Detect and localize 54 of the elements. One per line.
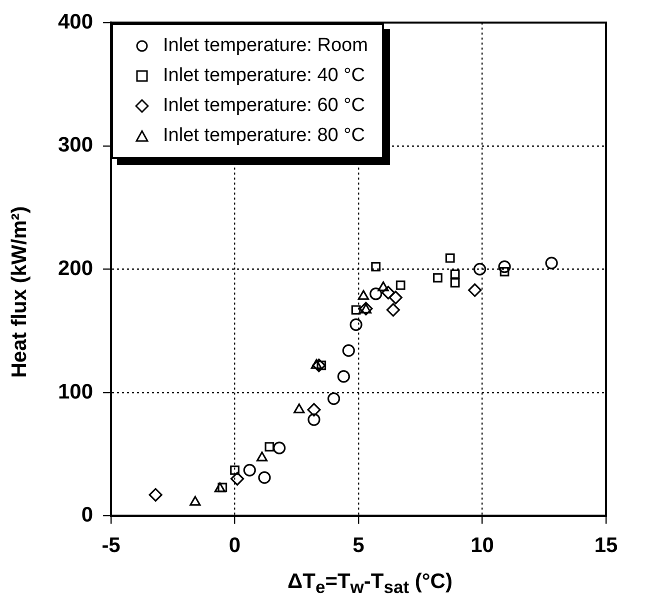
y-tick-label: 100 xyxy=(58,380,94,404)
point xyxy=(358,290,370,300)
y-tick-label: 0 xyxy=(81,504,94,527)
point xyxy=(396,280,406,290)
point xyxy=(256,452,268,462)
point xyxy=(214,482,226,492)
legend-label: Inlet temperature: 80 °C xyxy=(163,124,365,147)
point xyxy=(230,465,240,475)
point xyxy=(450,269,460,279)
point xyxy=(388,290,402,304)
x-tick-label: -5 xyxy=(102,534,121,558)
point xyxy=(218,482,228,492)
point xyxy=(433,273,442,283)
point xyxy=(381,286,396,300)
point xyxy=(350,318,362,331)
point xyxy=(500,266,510,276)
point xyxy=(386,303,400,317)
point xyxy=(337,370,350,383)
point xyxy=(327,392,340,405)
y-tick-label: 300 xyxy=(58,134,94,157)
point xyxy=(264,442,274,452)
x-axis-title: ΔT$_{e}$=T$_{w}$-T$_{sat}$ (°C) xyxy=(286,570,454,598)
y-tick-label: 400 xyxy=(58,10,94,34)
point xyxy=(294,403,305,414)
point xyxy=(370,288,382,300)
point xyxy=(308,413,320,426)
point xyxy=(473,262,486,276)
point xyxy=(190,496,201,506)
point xyxy=(243,464,256,476)
point xyxy=(545,256,558,270)
point xyxy=(342,344,355,357)
point xyxy=(312,358,326,372)
point xyxy=(450,278,460,288)
y-axis-title: Heat flux (kW/m²) xyxy=(8,205,32,380)
point xyxy=(468,283,482,297)
x-tick-label: 10 xyxy=(470,534,494,558)
point xyxy=(371,262,381,272)
legend-label: Inlet temperature: Room xyxy=(163,34,368,57)
point xyxy=(307,402,321,417)
point xyxy=(148,488,162,502)
x-tick-label: 0 xyxy=(228,534,241,558)
point xyxy=(445,253,455,263)
x-tick-label: 5 xyxy=(352,534,365,558)
point xyxy=(378,281,389,292)
point xyxy=(273,442,286,454)
point xyxy=(310,359,322,369)
y-tick-label: 200 xyxy=(58,256,94,280)
legend-label: Inlet temperature: 60 °C xyxy=(163,94,365,117)
point xyxy=(230,472,244,486)
point xyxy=(258,471,271,484)
x-tick-label: 15 xyxy=(594,534,618,558)
point xyxy=(351,305,361,315)
legend-label: Inlet temperature: 40 °C xyxy=(163,64,365,87)
point xyxy=(498,260,511,274)
